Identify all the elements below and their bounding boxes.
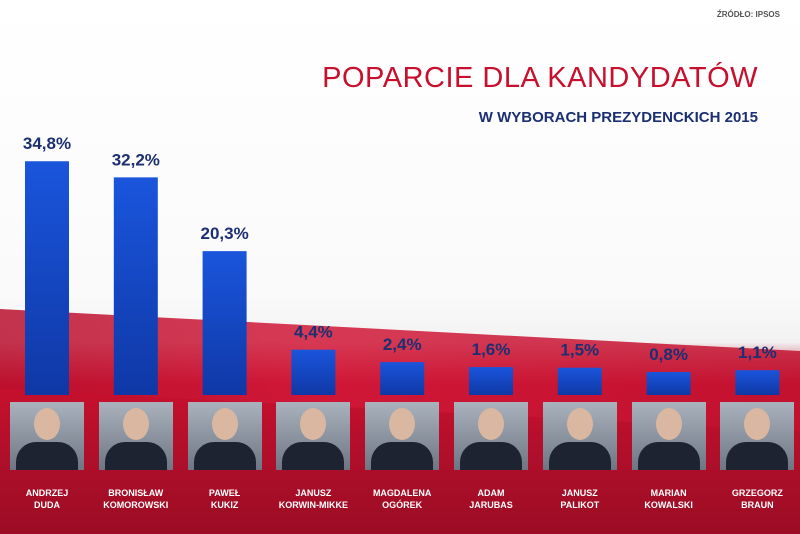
candidate-name: ADAM JARUBAS xyxy=(441,487,541,511)
bar xyxy=(557,367,602,395)
candidate-name-line: KOWALSKI xyxy=(644,500,693,510)
value-label: 20,3% xyxy=(200,224,248,243)
candidate-name-line: GRZEGORZ xyxy=(731,488,783,498)
candidate-photo xyxy=(720,402,795,470)
candidate-photo xyxy=(187,402,262,470)
bar xyxy=(291,349,336,395)
chart-title: POPARCIE DLA KANDYDATÓW xyxy=(322,62,758,94)
candidate-name: JANUSZ KORWIN-MIKKE xyxy=(263,487,363,511)
bar xyxy=(646,372,691,395)
value-label: 0,8% xyxy=(649,345,688,364)
bar xyxy=(113,177,158,395)
candidate-name: BRONISŁAW KOMOROWSKI xyxy=(86,487,186,511)
candidate-name-line: JANUSZ xyxy=(561,488,598,498)
candidate-name-line: JANUSZ xyxy=(295,488,332,498)
candidate-photo xyxy=(10,402,84,470)
candidate-name: JANUSZ PALIKOT xyxy=(530,487,630,511)
value-label: 4,4% xyxy=(294,323,333,342)
value-label: 2,4% xyxy=(383,335,422,354)
candidate-name-line: OGÓREK xyxy=(382,500,423,510)
bar xyxy=(380,362,425,395)
candidate-name-line: JARUBAS xyxy=(469,500,513,510)
bar xyxy=(735,370,780,395)
candidate-name: GRZEGORZ BRAUN xyxy=(707,487,800,511)
bar xyxy=(25,161,69,395)
candidate-name: PAWEŁ KUKIZ xyxy=(175,487,275,511)
value-label: 1,1% xyxy=(738,343,777,362)
value-label: 1,6% xyxy=(472,340,511,359)
chart-subtitle: W WYBORACH PREZYDENCKICH 2015 xyxy=(478,109,758,126)
candidate-photo xyxy=(454,402,528,470)
candidate-name-line: MARIAN xyxy=(650,488,687,498)
value-label: 34,8% xyxy=(23,134,71,153)
candidate-name-line: PALIKOT xyxy=(560,500,600,510)
candidate-name: MARIAN KOWALSKI xyxy=(619,487,719,511)
candidate-name-line: PAWEŁ xyxy=(208,488,241,498)
candidate-name-line: BRAUN xyxy=(741,500,774,510)
candidate-photo xyxy=(542,402,617,470)
value-label: 32,2% xyxy=(112,150,160,169)
candidate-name-line: KUKIZ xyxy=(210,500,239,510)
candidate-name-line: KOMOROWSKI xyxy=(103,500,169,510)
candidate-photo xyxy=(276,402,351,470)
value-label: 1,5% xyxy=(560,341,599,360)
candidate-name-line: DUDA xyxy=(34,500,60,510)
candidate-name-line: ADAM xyxy=(477,488,505,498)
candidate-photo xyxy=(631,402,706,470)
bar xyxy=(202,251,247,395)
candidate-photo xyxy=(365,402,440,470)
bar xyxy=(469,367,513,395)
candidate-name: MAGDALENA OGÓREK xyxy=(352,487,452,511)
candidate-name: ANDRZEJ DUDA xyxy=(0,487,97,511)
source-label: ŹRÓDŁO: IPSOS xyxy=(716,10,780,19)
candidate-photo xyxy=(98,402,173,470)
candidate-name-line: MAGDALENA xyxy=(372,488,432,498)
candidate-name-line: ANDRZEJ xyxy=(25,488,69,498)
candidate-name-line: KORWIN-MIKKE xyxy=(278,500,349,510)
candidate-name-line: BRONISŁAW xyxy=(108,488,164,498)
